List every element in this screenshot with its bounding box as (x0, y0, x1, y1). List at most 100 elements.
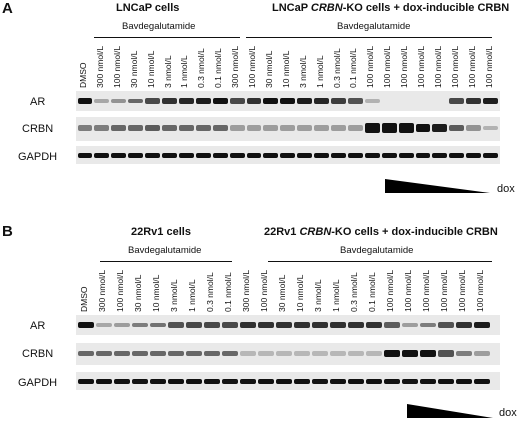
band-gapdh (178, 152, 194, 159)
panel-a-dox-label: dox (497, 183, 515, 195)
band-crbn (331, 125, 346, 131)
band-gapdh (168, 378, 184, 385)
band-ar (168, 322, 184, 328)
band-ar (312, 322, 328, 328)
band-ar (77, 97, 93, 105)
panel-a-row-crbn: CRBN (22, 123, 54, 135)
band-gapdh (94, 152, 110, 159)
band-gapdh (150, 378, 166, 385)
band-crbn (449, 124, 465, 132)
band-gapdh (162, 152, 177, 159)
band-ar (78, 321, 94, 329)
band-ar (114, 322, 130, 327)
band-ar (128, 98, 144, 104)
band-gapdh (483, 152, 499, 159)
band-ar (186, 322, 202, 328)
band-ar (483, 97, 499, 105)
band-gapdh (381, 152, 397, 159)
band-crbn (96, 350, 112, 357)
band-crbn (456, 350, 472, 357)
band-gapdh (145, 152, 161, 159)
band-crbn (276, 351, 292, 356)
band-gapdh (246, 152, 262, 159)
band-crbn (132, 350, 148, 357)
panel-a-right-title: LNCaP CRBN-KO cells + dox-inducible CRBN (272, 2, 510, 14)
band-crbn (438, 350, 454, 357)
band-crbn (297, 125, 313, 131)
band-crbn (168, 350, 184, 357)
band-crbn (195, 124, 211, 132)
band-ar (178, 98, 194, 104)
panel-b-row-gapdh: GAPDH (18, 377, 58, 389)
band-ar (280, 97, 296, 105)
band-ar (240, 322, 256, 328)
band-gapdh (384, 378, 400, 385)
band-ar (246, 98, 262, 104)
band-gapdh (114, 378, 130, 385)
band-ar (96, 323, 112, 327)
band-crbn (330, 351, 346, 356)
band-gapdh (456, 378, 472, 385)
band-ar (94, 99, 110, 103)
band-gapdh (78, 378, 94, 385)
band-crbn (128, 124, 144, 132)
band-gapdh (294, 378, 310, 385)
band-ar (314, 98, 330, 104)
band-crbn (483, 125, 499, 131)
band-gapdh (186, 378, 202, 385)
band-crbn (432, 123, 448, 133)
band-gapdh (312, 378, 328, 385)
panel-b-row-crbn: CRBN (22, 348, 54, 360)
panel-b-left-title: 22Rv1 cells (131, 226, 191, 238)
panel-b-right-title: 22Rv1 CRBN-KO cells + dox-inducible CRBN (264, 226, 498, 238)
band-gapdh (111, 152, 127, 159)
band-crbn (280, 125, 296, 131)
panel-a-right-drug-label: Bavdegalutamide (337, 21, 411, 32)
band-crbn (150, 350, 166, 357)
band-crbn (474, 351, 490, 356)
band-gapdh (263, 152, 279, 159)
band-gapdh (474, 378, 490, 385)
band-ar (111, 98, 127, 104)
band-ar (222, 322, 238, 328)
band-gapdh (276, 378, 292, 385)
band-gapdh (128, 152, 144, 159)
band-crbn (347, 125, 363, 131)
band-gapdh (347, 152, 363, 159)
band-gapdh (258, 378, 274, 385)
panel-b-dox-label: dox (499, 407, 517, 419)
panel-a-row-gapdh: GAPDH (18, 151, 58, 163)
band-ar (438, 322, 454, 328)
band-gapdh (398, 152, 414, 159)
band-crbn (246, 125, 262, 131)
band-crbn (402, 349, 418, 358)
band-ar (474, 321, 490, 329)
band-gapdh (366, 378, 382, 385)
band-ar (212, 97, 228, 105)
panel-a-right-bracket (246, 37, 492, 38)
band-ar (150, 322, 166, 328)
band-crbn (384, 349, 400, 358)
panel-b-crbn-blot (76, 343, 500, 365)
band-crbn (364, 123, 380, 133)
band-ar (195, 97, 211, 105)
band-ar (263, 97, 279, 105)
band-crbn (466, 125, 482, 131)
band-ar (384, 322, 400, 328)
panel-a-left-title: LNCaP cells (116, 2, 180, 14)
band-crbn (366, 351, 382, 356)
panel-b-right-bracket (268, 261, 492, 262)
band-ar (348, 322, 364, 328)
band-crbn (78, 350, 94, 357)
panel-b-right-drug-label: Bavdegalutamide (340, 245, 414, 256)
band-gapdh (420, 378, 436, 385)
panel-b-row-ar: AR (30, 320, 46, 332)
band-crbn (420, 349, 436, 358)
band-crbn (240, 351, 256, 356)
band-crbn (398, 123, 414, 133)
panel-a-row-ar: AR (30, 96, 46, 108)
panel-letter-b: B (2, 223, 13, 240)
band-crbn (415, 123, 431, 133)
band-crbn (294, 351, 310, 356)
